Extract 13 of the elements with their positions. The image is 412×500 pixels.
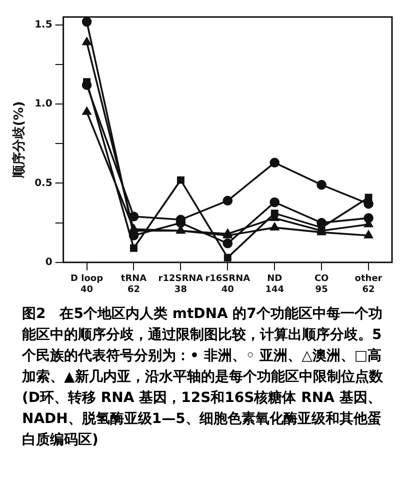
y-tick-label: 0.5 (34, 178, 52, 189)
x-tick-label: other 62 (354, 274, 383, 295)
x-tick-label: r12SRNA 38 (158, 274, 204, 295)
x-tick-label: ND 144 (265, 274, 284, 295)
caption: 图2 在5个地区内人类 mtDNA 的7个功能区中每一个功能区中的顺序分歧，通过限制图比较，计算出顺序分歧。5个民族的代表符号分别为：• 非洲、◦ 亚洲、△澳洲、□高加索、▲新几内亚，沿水平轴的是每个功能区中限制位点数(D环、转移 RNA 基因，12S和16S核糖体 RNA 基因、NADH、脱氢酶亚级1—5、细胞色素氧化酶亚级和其他蛋白质编码区) (20, 305, 384, 450)
y-tick-label: 1.0 (34, 98, 52, 110)
x-tick-label: D loop 40 (70, 274, 104, 295)
y-tick-label: 1.5 (34, 20, 52, 31)
y-axis-title: 顺序分歧(%) (11, 101, 28, 180)
x-tick-label: tRNA 62 (120, 274, 147, 295)
y-tick-label: 0 (45, 256, 52, 268)
x-tick-label: r16SRNA 40 (205, 274, 250, 295)
x-tick-label: CO 95 (314, 274, 330, 295)
